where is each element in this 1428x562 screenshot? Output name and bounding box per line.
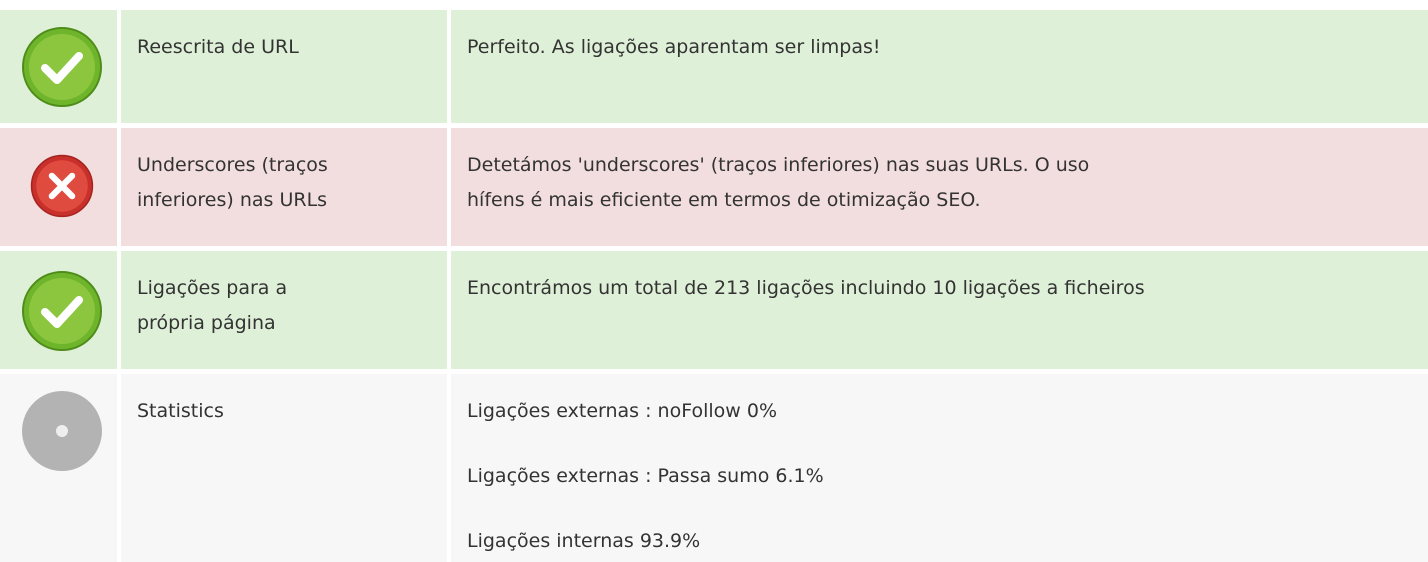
error-icon xyxy=(30,154,94,218)
label: Underscores (traços xyxy=(137,154,328,176)
statistic: Ligações externas : noFollow 0% xyxy=(467,400,777,422)
row: Underscores (traços inferiores) nas URLs … xyxy=(0,128,1428,246)
description-cell: Detetámos 'underscores' (traços inferior… xyxy=(451,128,1428,246)
label-cell: Reescrita de URL xyxy=(121,10,447,123)
icon-cell xyxy=(0,128,117,246)
icon-cell xyxy=(0,251,117,369)
label: Ligações para a xyxy=(137,277,288,299)
description-cell: Ligações externas : noFollow 0% Ligações… xyxy=(451,374,1428,562)
row: Statistics Ligações externas : noFollow … xyxy=(0,374,1428,562)
description: Encontrámos um total de 213 ligações inc… xyxy=(467,277,1145,299)
label: inferiores) nas URLs xyxy=(137,189,328,211)
statistic: Ligações internas 93.9% xyxy=(467,530,701,552)
description: hífens é mais eficiente em termos de oti… xyxy=(467,189,981,211)
row: Ligações para a própria página Encontrámo… xyxy=(0,251,1428,369)
check-icon xyxy=(22,27,102,107)
row: Reescrita de URL Perfeito. As ligações a… xyxy=(0,10,1428,123)
description-cell: Perfeito. As ligações aparentam ser limp… xyxy=(451,10,1428,123)
label: Reescrita de URL xyxy=(137,36,299,58)
icon-cell xyxy=(0,10,117,123)
statistic: Ligações externas : Passa sumo 6.1% xyxy=(467,465,824,487)
label: própria página xyxy=(137,312,276,334)
label: Statistics xyxy=(137,400,224,422)
neutral-icon xyxy=(22,391,102,471)
label-cell: Statistics xyxy=(121,374,447,562)
icon-cell xyxy=(0,374,117,562)
description-cell: Encontrámos um total de 213 ligações inc… xyxy=(451,251,1428,369)
label-cell: Underscores (traços inferiores) nas URLs xyxy=(121,128,447,246)
description: Perfeito. As ligações aparentam ser limp… xyxy=(467,36,881,58)
check-icon xyxy=(22,271,102,351)
label-cell: Ligações para a própria página xyxy=(121,251,447,369)
description: Detetámos 'underscores' (traços inferior… xyxy=(467,154,1090,176)
